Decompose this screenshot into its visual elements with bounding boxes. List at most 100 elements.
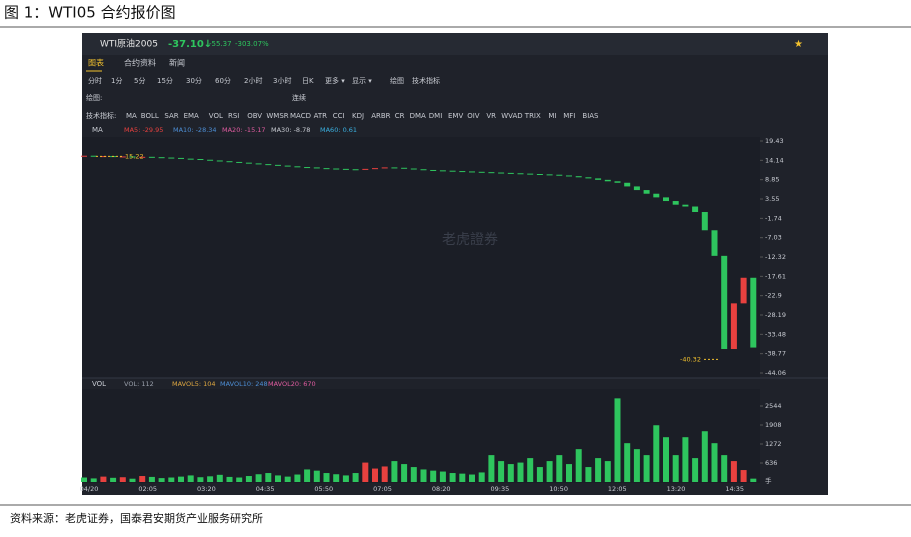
candle xyxy=(90,155,97,157)
x-tick-label: 10:50 xyxy=(549,485,568,493)
volume-bar xyxy=(313,470,320,482)
draw-continuous[interactable]: 连续 xyxy=(292,93,306,102)
candle xyxy=(342,168,349,170)
period[interactable]: 5分 xyxy=(134,76,145,85)
candle xyxy=(333,168,340,170)
tab[interactable]: 图表 xyxy=(88,58,104,68)
indicator[interactable]: MI xyxy=(548,112,556,120)
y-tick-label: 8.85 xyxy=(765,176,779,184)
period[interactable]: 60分 xyxy=(215,76,231,85)
y-tick-label: 1272 xyxy=(765,440,782,448)
candle xyxy=(643,190,650,194)
x-tick-label: 12:05 xyxy=(608,485,627,493)
volume-bar xyxy=(439,471,446,482)
candle xyxy=(420,169,427,171)
indicator[interactable]: ATR xyxy=(314,112,328,120)
indicator[interactable]: RSI xyxy=(228,112,239,120)
indicator[interactable]: EMV xyxy=(448,112,463,120)
candle xyxy=(430,169,437,171)
volume-bar xyxy=(81,477,87,482)
volume-bar xyxy=(536,467,543,482)
candle xyxy=(624,182,631,187)
candle xyxy=(672,201,679,205)
indicator[interactable]: WMSR xyxy=(266,112,288,120)
candle xyxy=(100,156,107,158)
candle xyxy=(517,173,524,175)
price-panel xyxy=(82,137,760,378)
period[interactable]: 分时 xyxy=(88,76,102,85)
candle xyxy=(507,172,514,174)
candle xyxy=(663,197,669,202)
view-option[interactable]: 显示 ▾ xyxy=(352,77,372,85)
volume-bar xyxy=(721,455,728,482)
indicator[interactable]: KDJ xyxy=(352,112,364,120)
ma-value: MA60: 0.61 xyxy=(320,126,357,134)
x-tick-label: 13:20 xyxy=(667,485,686,493)
indicator[interactable]: EMA xyxy=(184,112,199,120)
volume-bar xyxy=(692,458,699,482)
indicator[interactable]: CCI xyxy=(333,112,345,120)
candle xyxy=(197,159,204,161)
volume-bar xyxy=(701,431,708,482)
period[interactable]: 1分 xyxy=(111,76,122,85)
candle xyxy=(595,178,602,180)
volume-bar xyxy=(711,443,718,482)
volume-bar xyxy=(517,462,524,482)
indicator[interactable]: OBV xyxy=(247,112,262,120)
candle xyxy=(168,157,175,159)
indicator[interactable]: TRIX xyxy=(524,112,541,120)
indicator[interactable]: VR xyxy=(486,112,496,120)
star-icon[interactable]: ★ xyxy=(794,39,803,50)
candle xyxy=(721,255,728,350)
period[interactable]: 更多 ▾ xyxy=(325,76,345,85)
annotation-label: -40.32 xyxy=(680,355,701,363)
period[interactable]: 15分 xyxy=(157,76,173,85)
period[interactable]: 3小时 xyxy=(273,76,291,85)
indicator[interactable]: VOL xyxy=(209,112,223,120)
indicator[interactable]: MFI xyxy=(563,112,575,120)
volume-bar xyxy=(653,425,660,482)
candle xyxy=(585,177,592,179)
candle xyxy=(498,172,505,174)
volume-bar xyxy=(245,476,252,482)
candle xyxy=(139,156,146,158)
annotation-label: 15.22 xyxy=(125,152,144,160)
candle xyxy=(488,172,495,174)
y-tick-label: -38.77 xyxy=(765,350,786,358)
indicator[interactable]: MACD xyxy=(290,112,311,120)
ma-value: MA5: -29.95 xyxy=(124,126,163,134)
candle xyxy=(575,176,582,178)
indicator[interactable]: DMA xyxy=(410,112,426,120)
period[interactable]: 2小时 xyxy=(244,76,262,85)
indicator[interactable]: OIV xyxy=(467,112,480,120)
indicator[interactable]: BOLL xyxy=(141,112,159,120)
indicator[interactable]: CR xyxy=(395,112,405,120)
view-option[interactable]: 技术指标 xyxy=(412,76,440,85)
volume-bar xyxy=(391,461,398,482)
volume-bar xyxy=(362,462,369,482)
indicator[interactable]: DMI xyxy=(429,112,443,120)
period[interactable]: 日K xyxy=(302,77,314,85)
indicator[interactable]: BIAS xyxy=(582,112,599,120)
indicator[interactable]: MA xyxy=(126,112,137,120)
period[interactable]: 30分 xyxy=(186,76,202,85)
y-tick-label: -28.19 xyxy=(765,311,786,319)
candle xyxy=(255,163,262,165)
volume-bar xyxy=(342,475,349,482)
indicator[interactable]: SAR xyxy=(164,112,178,120)
indicator[interactable]: ARBR xyxy=(371,112,390,120)
tab[interactable]: 合约资料 xyxy=(124,58,156,68)
x-tick-label: 03:20 xyxy=(197,485,216,493)
volume-bar xyxy=(168,477,175,482)
volume-bar xyxy=(556,455,563,482)
y-tick-label: 14.14 xyxy=(765,156,784,164)
candle xyxy=(207,159,214,161)
tab[interactable]: 新闻 xyxy=(169,58,185,68)
view-option[interactable]: 绘图 xyxy=(390,76,404,85)
indicator[interactable]: WVAD xyxy=(501,112,522,120)
vol-value: MAVOL20: 670 xyxy=(268,380,316,388)
volume-bar xyxy=(100,476,107,482)
x-tick-label: 09:35 xyxy=(491,485,510,493)
